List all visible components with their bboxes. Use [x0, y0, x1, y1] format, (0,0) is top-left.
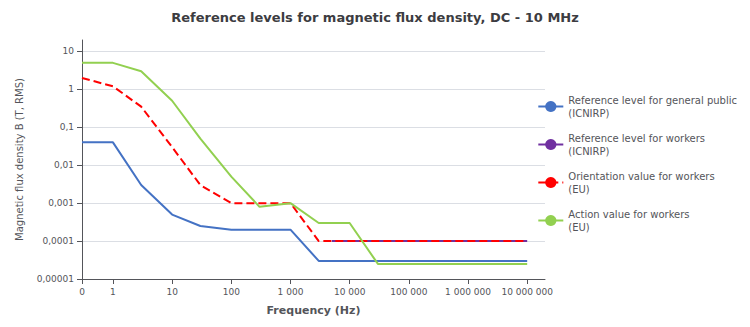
svg-text:Action value for workers: Action value for workers	[568, 209, 689, 220]
svg-text:0: 0	[79, 287, 85, 297]
svg-text:1: 1	[110, 287, 116, 297]
svg-text:0,0001: 0,0001	[43, 236, 75, 246]
svg-text:(ICNIRP): (ICNIRP)	[568, 108, 609, 119]
svg-text:Orientation value for workers: Orientation value for workers	[568, 171, 714, 182]
svg-text:0,00001: 0,00001	[37, 274, 74, 284]
svg-text:100: 100	[223, 287, 240, 297]
svg-text:0,01: 0,01	[54, 160, 74, 170]
svg-text:Reference level for workers: Reference level for workers	[568, 133, 705, 144]
svg-text:1 000 000: 1 000 000	[445, 287, 491, 297]
svg-text:10 000: 10 000	[334, 287, 366, 297]
svg-text:10 000 000: 10 000 000	[501, 287, 553, 297]
svg-text:Reference level for general pu: Reference level for general public	[568, 95, 737, 106]
svg-text:0,001: 0,001	[48, 198, 74, 208]
svg-text:Frequency (Hz): Frequency (Hz)	[267, 304, 361, 317]
svg-text:Magnetic flux density B (T, RM: Magnetic flux density B (T, RMS)	[14, 78, 25, 241]
svg-text:Reference levels for magnetic: Reference levels for magnetic flux densi…	[171, 10, 579, 25]
svg-text:1: 1	[68, 84, 74, 94]
svg-text:(ICNIRP): (ICNIRP)	[568, 146, 609, 157]
svg-text:1 000: 1 000	[278, 287, 304, 297]
svg-text:100 000: 100 000	[390, 287, 427, 297]
svg-text:0,1: 0,1	[60, 122, 74, 132]
svg-text:10: 10	[63, 46, 75, 56]
svg-text:10: 10	[166, 287, 178, 297]
svg-text:(EU): (EU)	[568, 184, 590, 195]
svg-text:(EU): (EU)	[568, 222, 590, 233]
